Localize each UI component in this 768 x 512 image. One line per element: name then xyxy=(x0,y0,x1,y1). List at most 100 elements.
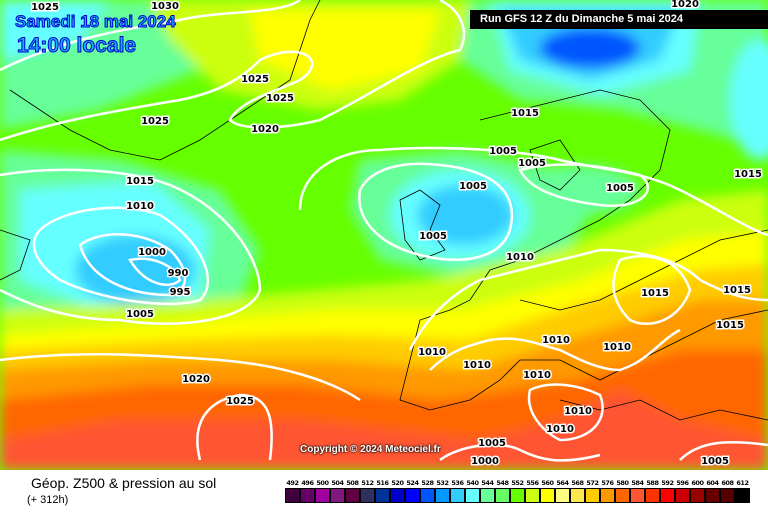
legend-swatch xyxy=(614,488,630,503)
isobar-label: 1005 xyxy=(606,183,634,194)
forecast-time: 14:00 locale xyxy=(16,34,137,58)
isobar-label: 1025 xyxy=(31,2,59,13)
legend-swatch xyxy=(524,488,540,503)
legend-label: 604 xyxy=(706,479,719,487)
isobar-label: 1015 xyxy=(734,169,762,180)
legend-swatch xyxy=(404,488,420,503)
legend-item: 568 xyxy=(569,478,585,503)
legend-label: 516 xyxy=(376,479,389,487)
model-run-banner: Run GFS 12 Z du Dimanche 5 mai 2024 xyxy=(470,10,768,29)
forecast-date: Samedi 18 mai 2024 xyxy=(15,12,177,32)
legend-label: 520 xyxy=(391,479,404,487)
isobar-label: 1005 xyxy=(419,231,447,242)
isobar-label: 990 xyxy=(168,268,189,279)
legend-item: 588 xyxy=(644,478,660,503)
legend-swatch xyxy=(584,488,600,503)
legend-item: 524 xyxy=(404,478,420,503)
isobar-label: 1010 xyxy=(523,370,551,381)
isobar-label: 1025 xyxy=(266,93,294,104)
legend-swatch xyxy=(644,488,660,503)
isobar-label: 1005 xyxy=(701,456,729,467)
isobar-label: 1005 xyxy=(478,438,506,449)
isobar-label: 1015 xyxy=(716,320,744,331)
forecast-lead-time: (+ 312h) xyxy=(27,494,69,506)
legend-swatch xyxy=(389,488,405,503)
legend-label: 572 xyxy=(586,479,599,487)
legend-item: 552 xyxy=(509,478,525,503)
legend-swatch xyxy=(314,488,330,503)
legend-label: 524 xyxy=(406,479,419,487)
map-title: Géop. Z500 & pression au sol xyxy=(31,475,217,491)
legend-label: 600 xyxy=(691,479,704,487)
isobar-label: 1025 xyxy=(226,396,254,407)
legend-item: 600 xyxy=(689,478,705,503)
legend-item: 540 xyxy=(464,478,480,503)
legend-swatch xyxy=(464,488,480,503)
isobar-label: 1005 xyxy=(518,158,546,169)
legend-label: 536 xyxy=(451,479,464,487)
isobar-label: 1015 xyxy=(126,176,154,187)
legend-swatch xyxy=(629,488,645,503)
legend-swatch xyxy=(509,488,525,503)
legend-item: 608 xyxy=(719,478,735,503)
isobar-label: 1010 xyxy=(418,347,446,358)
legend-swatch xyxy=(704,488,720,503)
legend-item: 612 xyxy=(734,478,750,503)
legend-label: 544 xyxy=(481,479,494,487)
legend-swatch xyxy=(539,488,555,503)
legend-label: 576 xyxy=(601,479,614,487)
legend-label: 580 xyxy=(616,479,629,487)
legend-swatch xyxy=(659,488,675,503)
legend-label: 528 xyxy=(421,479,434,487)
legend-swatch xyxy=(434,488,450,503)
isobar-label: 1015 xyxy=(641,288,669,299)
legend-label: 592 xyxy=(661,479,674,487)
legend-label: 508 xyxy=(346,479,359,487)
legend-item: 576 xyxy=(599,478,615,503)
isobar-label: 1025 xyxy=(141,116,169,127)
legend-swatch xyxy=(494,488,510,503)
legend-swatch xyxy=(674,488,690,503)
isobar-label: 1010 xyxy=(506,252,534,263)
legend-item: 496 xyxy=(299,478,315,503)
legend-swatch xyxy=(329,488,345,503)
legend-item: 564 xyxy=(554,478,570,503)
legend-swatch xyxy=(344,488,360,503)
legend-label: 500 xyxy=(316,479,329,487)
legend-label: 612 xyxy=(736,479,749,487)
legend-item: 532 xyxy=(434,478,450,503)
legend-label: 496 xyxy=(301,479,314,487)
legend-swatch xyxy=(689,488,705,503)
legend-swatch xyxy=(359,488,375,503)
legend-item: 548 xyxy=(494,478,510,503)
legend-item: 556 xyxy=(524,478,540,503)
weather-map: 1025 1030 1025 1025 1025 1020 1015 1020 1005 1005… xyxy=(0,0,768,470)
legend-item: 528 xyxy=(419,478,435,503)
legend-item: 584 xyxy=(629,478,645,503)
isobar-label: 995 xyxy=(170,287,191,298)
isobar-label: 1020 xyxy=(251,124,279,135)
legend-swatch xyxy=(419,488,435,503)
isobar-label: 1025 xyxy=(241,74,269,85)
legend-swatch xyxy=(449,488,465,503)
isobar-label: 1010 xyxy=(546,424,574,435)
legend-item: 592 xyxy=(659,478,675,503)
isobar-label: 1005 xyxy=(489,146,517,157)
isobar-label: 1000 xyxy=(471,456,499,467)
legend-item: 544 xyxy=(479,478,495,503)
legend-swatch xyxy=(374,488,390,503)
isobar-label: 1000 xyxy=(138,247,166,258)
legend-label: 560 xyxy=(541,479,554,487)
legend-swatch xyxy=(599,488,615,503)
coastlines xyxy=(0,0,768,421)
legend-swatch xyxy=(284,488,300,503)
legend-swatch xyxy=(569,488,585,503)
copyright: Copyright © 2024 Meteociel.fr xyxy=(300,444,441,455)
isobar-label: 1020 xyxy=(182,374,210,385)
legend-item: 580 xyxy=(614,478,630,503)
isobar-label: 1030 xyxy=(151,1,179,12)
legend-swatch xyxy=(299,488,315,503)
legend-label: 548 xyxy=(496,479,509,487)
legend-label: 556 xyxy=(526,479,539,487)
isobar-label: 1005 xyxy=(126,309,154,320)
